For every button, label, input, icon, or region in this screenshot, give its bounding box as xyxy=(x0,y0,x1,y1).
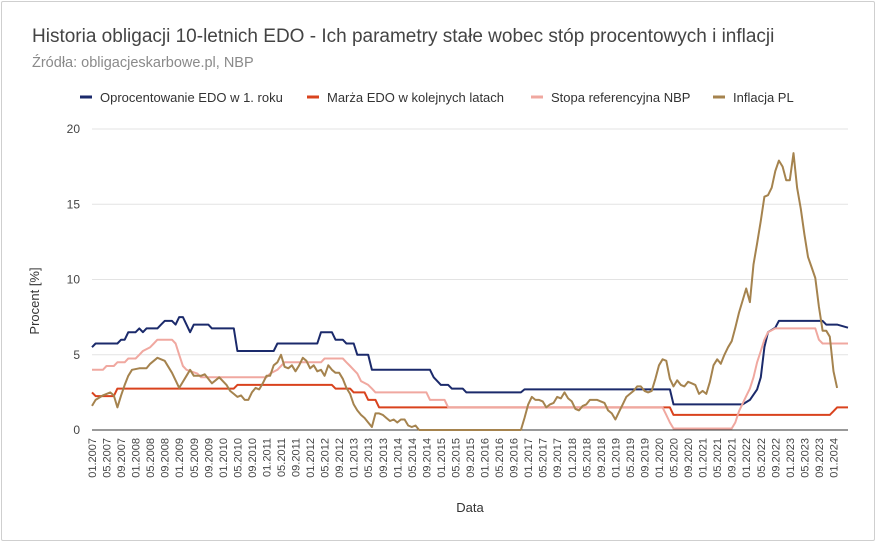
series-line-1 xyxy=(91,316,849,406)
legend: Oprocentowanie EDO w 1. roku Marża EDO w … xyxy=(80,90,794,105)
x-tick-label: 05.2022 xyxy=(756,438,768,478)
x-tick-label: 05.2010 xyxy=(232,438,244,478)
x-tick-label: 09.2019 xyxy=(639,438,651,478)
series-line-2 xyxy=(91,383,848,416)
x-tick-label: 09.2007 xyxy=(116,438,128,478)
x-tick-label: 05.2016 xyxy=(494,438,506,478)
legend-label: Oprocentowanie EDO w 1. roku xyxy=(100,90,283,105)
x-axis-ticks: 01.2007 05.2007 09.2007 01.2008 05.2008 09.20… xyxy=(87,438,840,478)
x-tick-label: 01.2013 xyxy=(349,438,361,478)
y-tick-label: 10 xyxy=(67,273,81,287)
chart-subtitle: Źródła: obligacjeskarbowe.pl, NBP xyxy=(32,55,254,71)
x-tick-label: 01.2022 xyxy=(741,438,753,478)
x-axis-label: Data xyxy=(456,500,484,515)
x-tick-label: 09.2011 xyxy=(291,438,303,477)
x-tick-label: 05.2007 xyxy=(102,438,114,478)
legend-label: Marża EDO w kolejnych latach xyxy=(327,90,504,105)
x-tick-label: 01.2010 xyxy=(218,438,230,478)
x-tick-label: 01.2021 xyxy=(698,438,710,478)
y-axis-label: Procent [%] xyxy=(27,267,42,334)
y-tick-label: 5 xyxy=(73,348,80,362)
series-line-3 xyxy=(92,327,848,430)
x-tick-label: 09.2017 xyxy=(552,438,564,478)
x-tick-label: 01.2018 xyxy=(567,438,579,478)
x-tick-label: 09.2010 xyxy=(247,438,259,478)
x-tick-label: 05.2023 xyxy=(799,438,811,478)
x-tick-label: 01.2012 xyxy=(305,438,317,478)
x-tick-label: 05.2008 xyxy=(145,438,157,478)
grid xyxy=(92,128,848,431)
x-tick-label: 01.2011 xyxy=(261,438,273,477)
x-tick-label: 05.2012 xyxy=(320,438,332,478)
x-tick-label: 05.2019 xyxy=(625,438,637,478)
y-tick-label: 15 xyxy=(67,197,81,211)
x-tick-label: 01.2007 xyxy=(87,438,99,478)
x-tick-label: 05.2015 xyxy=(450,438,462,478)
x-tick-label: 05.2018 xyxy=(581,438,593,478)
x-tick-label: 01.2017 xyxy=(523,438,535,478)
x-tick-label: 01.2016 xyxy=(480,438,492,478)
x-tick-label: 09.2016 xyxy=(509,438,521,478)
x-tick-label: 01.2024 xyxy=(828,438,840,478)
x-tick-label: 09.2020 xyxy=(683,438,695,478)
x-tick-label: 01.2023 xyxy=(785,438,797,478)
series-line-4 xyxy=(91,152,839,431)
x-tick-label: 05.2011 xyxy=(276,438,288,477)
x-tick-label: 05.2021 xyxy=(712,438,724,478)
chart-title: Historia obligacji 10-letnich EDO - Ich … xyxy=(32,26,775,47)
x-tick-label: 01.2015 xyxy=(436,438,448,478)
x-tick-label: 09.2023 xyxy=(814,438,826,478)
x-tick-label: 05.2014 xyxy=(407,438,419,478)
x-tick-label: 09.2014 xyxy=(421,438,433,478)
x-tick-label: 01.2009 xyxy=(174,438,186,478)
legend-label: Inflacja PL xyxy=(733,90,794,105)
x-tick-label: 09.2022 xyxy=(770,438,782,478)
x-tick-label: 01.2014 xyxy=(392,438,404,478)
x-tick-label: 09.2012 xyxy=(334,438,346,478)
x-tick-label: 09.2009 xyxy=(203,438,215,478)
x-tick-label: 09.2018 xyxy=(596,438,608,478)
x-tick-label: 05.2017 xyxy=(538,438,550,478)
x-tick-label: 09.2013 xyxy=(378,438,390,478)
y-tick-label: 0 xyxy=(73,423,80,437)
x-tick-label: 01.2020 xyxy=(654,438,666,478)
x-tick-label: 05.2020 xyxy=(669,438,681,478)
legend-label: Stopa referencyjna NBP xyxy=(551,90,690,105)
x-tick-label: 01.2019 xyxy=(610,438,622,478)
series-lines xyxy=(91,152,849,431)
x-tick-label: 09.2021 xyxy=(727,438,739,478)
x-tick-label: 09.2015 xyxy=(465,438,477,478)
x-tick-label: 09.2008 xyxy=(160,438,172,478)
y-axis-ticks: 0 5 10 15 20 xyxy=(67,122,81,437)
x-tick-label: 01.2008 xyxy=(131,438,143,478)
x-tick-label: 05.2009 xyxy=(189,438,201,478)
x-tick-label: 05.2013 xyxy=(363,438,375,478)
y-tick-label: 20 xyxy=(67,122,81,136)
